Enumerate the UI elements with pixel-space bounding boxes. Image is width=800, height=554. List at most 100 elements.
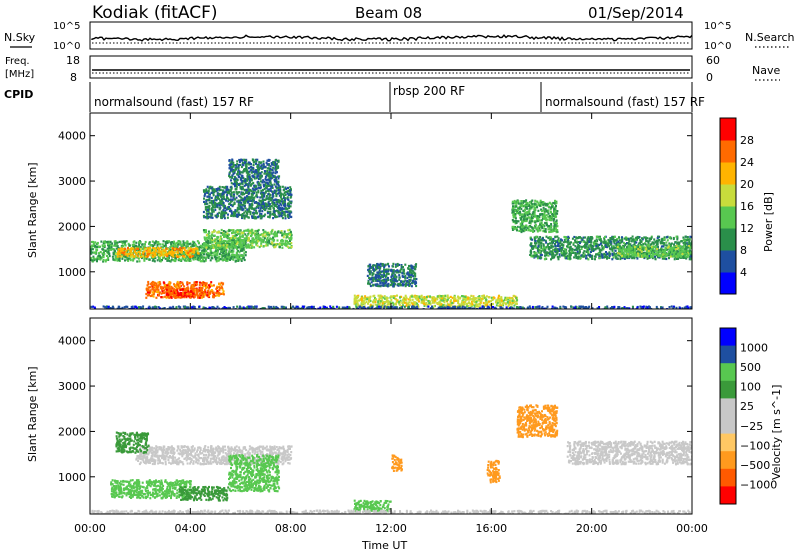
data-cell [218,246,221,249]
data-cell [209,185,212,188]
data-cell [544,217,547,220]
data-cell [359,298,362,301]
data-cell [428,301,431,304]
data-cell [385,300,388,303]
data-cell [217,236,220,239]
data-cell [544,208,547,211]
data-cell [225,236,228,239]
data-cell [286,192,289,195]
data-cell [394,278,397,281]
data-cell [548,201,551,204]
data-cell [230,209,233,212]
data-cell [227,207,230,210]
data-cell [164,253,167,256]
data-cell [369,295,372,298]
data-cell [399,284,402,287]
data-cell [274,216,277,219]
data-cell [524,200,527,203]
data-cell [195,281,198,284]
data-cell [206,208,209,211]
data-cell [228,192,231,195]
data-cell [179,296,182,299]
data-cell [447,304,450,307]
data-cell [279,213,282,216]
data-cell [104,260,107,263]
data-cell [246,197,249,200]
data-cell [144,240,147,244]
data-cell [174,259,177,263]
data-cell [379,275,382,279]
data-cell [290,246,293,249]
data-cell [267,201,270,204]
data-cell [218,185,221,188]
data-cell [259,207,262,210]
data-cell [239,171,242,174]
data-cell [414,282,417,285]
data-cell [221,259,224,262]
data-cell [196,295,199,298]
data-cell [166,288,168,291]
data-cell [396,264,399,267]
data-cell [275,232,278,235]
data-cell [416,296,418,299]
data-cell [277,165,280,168]
data-cell [513,228,516,231]
data-cell [162,252,165,255]
data-cell [274,161,276,164]
data-cell [255,162,257,165]
data-cell [442,295,445,298]
data-cell [196,293,199,296]
data-cell [515,205,518,208]
data-cell [392,296,395,299]
data-cell [217,202,220,205]
data-cell [464,295,467,299]
data-cell [138,250,141,253]
data-cell [255,241,258,244]
data-cell [137,248,140,252]
data-cell [185,289,188,292]
data-cell [513,208,515,211]
data-cell [208,291,210,294]
data-cell [201,249,204,252]
data-cell [239,187,242,190]
data-cell [505,298,507,301]
data-cell [91,248,94,251]
data-cell [94,245,97,248]
data-cell [267,234,270,237]
data-cell [273,207,275,210]
data-cell [217,259,220,262]
data-cell [186,283,189,286]
data-cell [287,198,290,201]
data-cell [242,170,245,173]
data-cell [232,191,235,194]
data-cell [281,234,284,237]
data-cell [255,232,258,235]
data-cell [519,228,522,231]
data-cell [392,265,394,268]
data-cell [229,202,232,205]
data-cell [149,294,152,298]
data-cell [205,240,208,243]
data-cell [200,252,203,255]
data-cell [260,205,263,208]
data-cell [283,188,286,191]
data-cell [277,211,280,215]
data-cell [382,283,385,286]
data-cell [380,270,382,274]
data-cell [219,215,222,218]
data-cell [98,254,100,257]
data-cell [266,167,269,170]
data-cell [202,291,205,294]
data-cell [287,186,289,189]
data-cell [284,193,287,196]
data-cell [191,255,194,258]
data-cell [404,276,407,279]
data-cell [414,265,417,268]
data-cell [216,231,219,234]
data-cell [113,249,116,252]
data-cell [239,195,242,198]
data-cell [263,237,266,240]
data-cell [284,206,287,210]
data-cell [287,229,290,232]
data-cell [223,246,226,249]
